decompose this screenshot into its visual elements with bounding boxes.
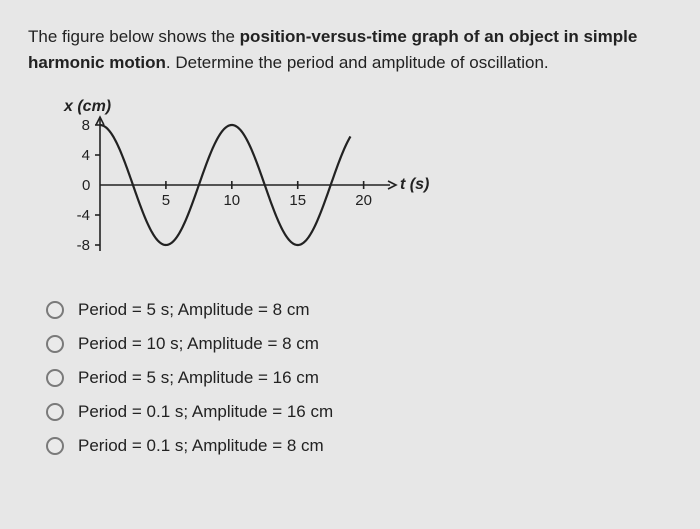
option-label: Period = 0.1 s; Amplitude = 16 cm: [78, 402, 333, 422]
question-text: The figure below shows the position-vers…: [28, 24, 672, 77]
option-row[interactable]: Period = 5 s; Amplitude = 16 cm: [46, 368, 672, 388]
radio-icon[interactable]: [46, 403, 64, 421]
svg-text:5: 5: [162, 192, 170, 209]
radio-icon[interactable]: [46, 437, 64, 455]
svg-text:0: 0: [82, 177, 90, 194]
q-line1-bold: position-versus-time graph of an object …: [240, 27, 638, 46]
option-row[interactable]: Period = 10 s; Amplitude = 8 cm: [46, 334, 672, 354]
svg-text:10: 10: [223, 192, 240, 209]
svg-text:8: 8: [82, 117, 90, 134]
radio-icon[interactable]: [46, 335, 64, 353]
option-label: Period = 0.1 s; Amplitude = 8 cm: [78, 436, 324, 456]
svg-text:-4: -4: [77, 207, 90, 224]
svg-text:20: 20: [355, 192, 372, 209]
option-label: Period = 10 s; Amplitude = 8 cm: [78, 334, 319, 354]
q-line2-bold: harmonic motion: [28, 53, 166, 72]
option-label: Period = 5 s; Amplitude = 8 cm: [78, 300, 310, 320]
shm-chart: x (cm) 8 4 0 -4 -8 5 10 15 20 t (s): [40, 95, 672, 270]
q-line1-pre: The figure below shows the: [28, 27, 240, 46]
svg-text:4: 4: [82, 147, 90, 164]
radio-icon[interactable]: [46, 301, 64, 319]
option-label: Period = 5 s; Amplitude = 16 cm: [78, 368, 319, 388]
q-line2-post: . Determine the period and amplitude of …: [166, 53, 549, 72]
options-list: Period = 5 s; Amplitude = 8 cm Period = …: [46, 300, 672, 456]
svg-text:15: 15: [289, 192, 306, 209]
chart-svg: x (cm) 8 4 0 -4 -8 5 10 15 20 t (s): [40, 95, 430, 265]
option-row[interactable]: Period = 5 s; Amplitude = 8 cm: [46, 300, 672, 320]
option-row[interactable]: Period = 0.1 s; Amplitude = 8 cm: [46, 436, 672, 456]
svg-text:-8: -8: [77, 237, 90, 254]
option-row[interactable]: Period = 0.1 s; Amplitude = 16 cm: [46, 402, 672, 422]
radio-icon[interactable]: [46, 369, 64, 387]
svg-text:x (cm): x (cm): [63, 98, 111, 115]
svg-text:t (s): t (s): [400, 176, 429, 193]
